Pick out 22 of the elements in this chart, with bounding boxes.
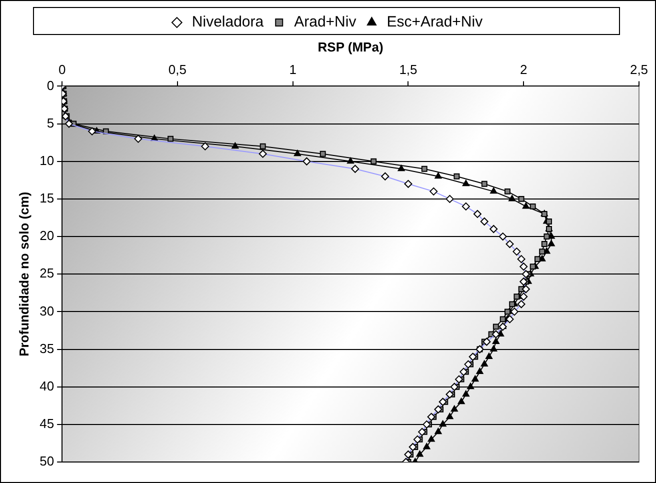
y-tick-label: 50 <box>40 454 54 469</box>
y-tick-label: 30 <box>40 303 54 318</box>
x-tick-label: 0,5 <box>168 62 186 77</box>
y-axis-title: Profundidade no solo (cm) <box>16 192 32 356</box>
y-tick-label: 35 <box>40 340 54 356</box>
x-tick-label: 1 <box>289 62 296 77</box>
y-tick-label: 10 <box>40 152 54 168</box>
x-tick-label: 2 <box>520 62 528 77</box>
x-tick-label: 2,5 <box>630 62 648 77</box>
x-tick-label: 0 <box>58 62 66 77</box>
x-axis-title: RSP (MPa) <box>318 39 384 54</box>
x-tick-label: 1,5 <box>399 62 418 77</box>
y-tick-label: 0 <box>46 78 54 93</box>
y-tick-label: 25 <box>40 266 54 281</box>
legend-label: Niveladora <box>192 14 264 31</box>
y-tick-label: 5 <box>46 115 54 130</box>
y-tick-label: 20 <box>40 228 54 244</box>
y-tick-label: 15 <box>40 190 54 206</box>
legend-label: Esc+Arad+Niv <box>386 14 484 31</box>
y-tick-label: 45 <box>40 416 54 431</box>
y-tick-label: 40 <box>40 378 54 394</box>
legend-label: Arad+Niv <box>294 14 357 31</box>
